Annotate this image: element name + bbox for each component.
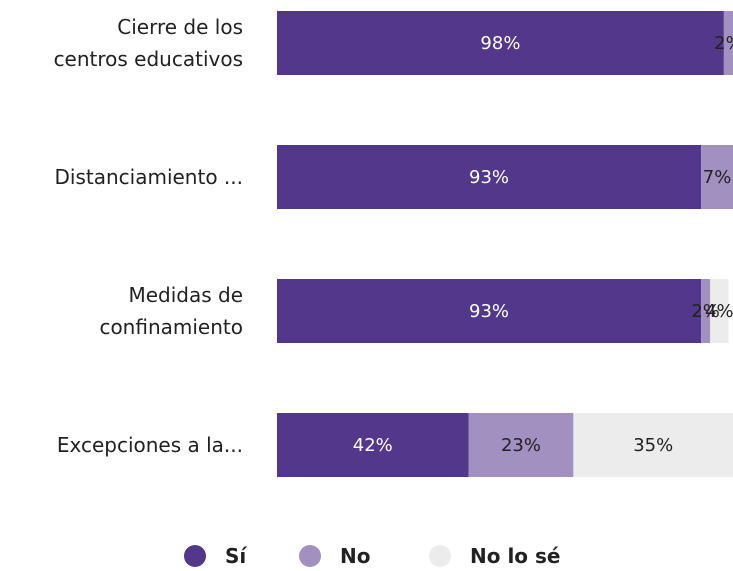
category-label-line: Distanciamiento ... xyxy=(55,165,244,189)
bar-segment xyxy=(710,279,729,343)
bar-segment xyxy=(723,11,733,75)
legend: Sí No No lo sé xyxy=(184,544,560,568)
category-label-line: Excepciones a la... xyxy=(57,433,243,457)
bar-value-labels: 98%2%93%7%93%2%4%42%23%35% xyxy=(353,33,733,456)
legend-item: Sí xyxy=(184,544,247,568)
category-label-line: Cierre de los xyxy=(117,15,243,39)
bar-segment xyxy=(277,145,702,209)
data-label: 7% xyxy=(703,167,732,188)
category-label: Distanciamiento ... xyxy=(55,165,244,189)
bars xyxy=(277,11,733,477)
category-label: Cierre de los centros educativos xyxy=(54,15,243,71)
bar-segment xyxy=(573,413,733,477)
bar-segment xyxy=(277,413,469,477)
data-label: 2% xyxy=(691,301,720,322)
data-label: 35% xyxy=(633,435,673,456)
category-label: Excepciones a la... xyxy=(57,433,243,457)
category-label: Medidas de confinamiento xyxy=(99,283,243,339)
category-label-line: Medidas de xyxy=(128,283,243,307)
category-label-line: centros educativos xyxy=(54,47,243,71)
category-label-line: confinamiento xyxy=(99,315,243,339)
data-label: 98% xyxy=(480,33,520,54)
legend-item: No lo sé xyxy=(429,544,560,568)
legend-label: No xyxy=(340,544,370,568)
legend-swatch xyxy=(184,545,206,567)
bar-segment xyxy=(468,413,574,477)
bar-segment xyxy=(277,11,724,75)
data-label: 2% xyxy=(714,33,733,54)
data-label: 93% xyxy=(469,167,509,188)
category-labels: Cierre de los centros educativos Distancia… xyxy=(54,15,243,457)
legend-label: Sí xyxy=(225,544,247,568)
data-label: 93% xyxy=(469,301,509,322)
bar-segment xyxy=(701,279,711,343)
data-label: 42% xyxy=(353,435,393,456)
bar-segment xyxy=(277,279,702,343)
bar-segment xyxy=(701,145,733,209)
legend-swatch xyxy=(299,545,321,567)
data-label: 23% xyxy=(501,435,541,456)
legend-item: No xyxy=(299,544,370,568)
legend-swatch xyxy=(429,545,451,567)
legend-label: No lo sé xyxy=(470,544,560,568)
data-label: 4% xyxy=(705,301,733,322)
